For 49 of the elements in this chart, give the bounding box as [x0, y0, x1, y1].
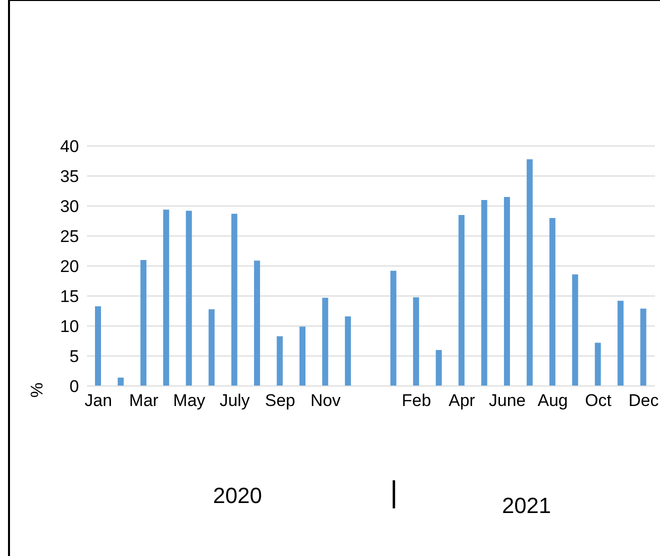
y-tick-label: 15: [60, 287, 79, 306]
bar: [481, 200, 488, 386]
x-tick-label: Nov: [310, 391, 342, 410]
x-tick-label: July: [220, 391, 250, 410]
y-tick-label: 30: [60, 197, 79, 216]
bar: [549, 218, 556, 386]
text: |: [390, 476, 398, 509]
bar: [344, 316, 351, 386]
x-tick-label: Mar: [129, 391, 159, 410]
x-tick-label: Jan: [84, 391, 112, 410]
x-tick-label: Aug: [538, 391, 568, 410]
text: 2020: [213, 483, 262, 508]
bar: [118, 378, 124, 386]
bar: [572, 274, 578, 386]
x-tick-label: Dec: [628, 391, 660, 410]
bar: [504, 197, 510, 386]
bar: [254, 260, 260, 386]
bar: [140, 260, 146, 386]
text: 2021: [502, 493, 551, 518]
bar: [322, 298, 328, 386]
bar: [640, 308, 646, 386]
y-tick-label: 5: [70, 347, 79, 366]
bar: [299, 326, 306, 386]
x-tick-label: Sep: [264, 391, 296, 410]
y-tick-label: 25: [60, 227, 79, 246]
bar: [413, 297, 420, 386]
y-tick-label: 20: [60, 257, 79, 276]
bar: [594, 342, 601, 386]
bar: [231, 214, 238, 386]
bar: [163, 210, 170, 386]
bar: [390, 270, 396, 386]
bar: [618, 300, 624, 386]
x-tick-label: Oct: [584, 391, 612, 410]
bar: [276, 336, 283, 386]
x-tick-label: June: [488, 391, 526, 410]
y-tick-label: 35: [60, 167, 79, 186]
y-axis-title: %: [28, 382, 48, 398]
y-tick-label: 10: [60, 317, 79, 336]
bar: [208, 309, 215, 386]
x-tick-label: Apr: [448, 391, 476, 410]
bar: [526, 159, 533, 386]
bar: [436, 350, 442, 386]
bar: [186, 210, 192, 386]
y-tick-label: 0: [70, 377, 79, 396]
y-tick-label: 40: [60, 137, 79, 156]
x-tick-label: May: [173, 391, 206, 410]
x-tick-label: Feb: [402, 391, 432, 410]
bar: [95, 306, 101, 386]
bar: [458, 215, 465, 386]
